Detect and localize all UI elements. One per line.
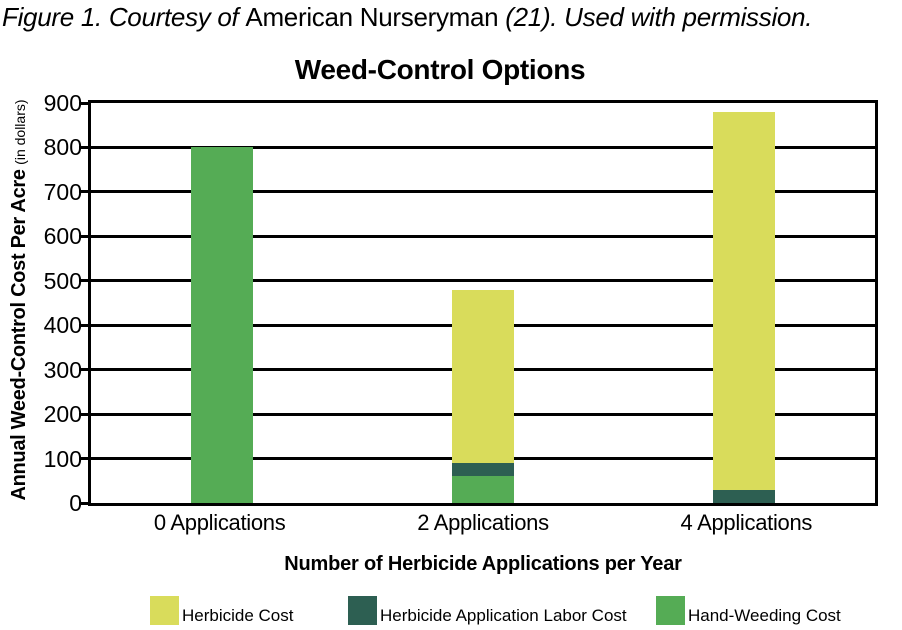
bar-segment-herbicide-cost: [713, 111, 776, 490]
caption-italic-end: (21). Used with permission.: [505, 2, 813, 32]
y-tick-mark-700: [79, 190, 88, 194]
y-axis-ticks: 0 100 200 300 400 500 600 700 800 900: [0, 92, 82, 515]
y-tick-mark-300: [79, 368, 88, 372]
y-tick-mark-0: [79, 501, 88, 505]
x-tick-label-0-applications: 0 Applications: [153, 510, 286, 535]
y-tick-label-400: 400: [43, 312, 82, 339]
plot-area: [79, 100, 878, 506]
bar-4-applications: [713, 111, 776, 503]
legend: Herbicide Cost Herbicide Application Labo…: [0, 596, 902, 630]
legend-label-herbicide-application-labor-cost: Herbicide Application Labor Cost: [380, 606, 627, 625]
y-tick-label-900: 900: [43, 90, 82, 116]
y-tick-mark-400: [79, 323, 88, 327]
gridline-600: [91, 234, 875, 238]
y-tick-label-300: 300: [43, 356, 82, 383]
y-tick-mark-200: [79, 412, 88, 416]
legend-item-hand-weeding-cost: Hand-Weeding Cost: [656, 596, 841, 625]
caption-italic-start: Figure 1. Courtesy of: [2, 2, 246, 32]
gridline-700: [91, 190, 875, 194]
y-tick-label-0: 0: [69, 490, 82, 516]
y-tick-mark-900: [79, 101, 88, 105]
x-axis-ticks: 0 Applications 2 Applications 4 Applicatio…: [88, 510, 878, 540]
legend-label-herbicide-cost: Herbicide Cost: [182, 606, 294, 625]
bar-0-applications: [190, 147, 253, 503]
bar-segment-hand-weeding-cost: [452, 476, 514, 503]
caption-upright: American Nurseryman: [245, 2, 506, 32]
y-tick-label-100: 100: [43, 445, 82, 472]
legend-swatch-herbicide-application-labor-cost: [348, 596, 377, 625]
bar-segment-herbicide-application-labor-cost: [713, 489, 776, 503]
bar-segment-hand-weeding-cost: [190, 147, 253, 503]
legend-label-hand-weeding-cost: Hand-Weeding Cost: [688, 606, 841, 625]
legend-item-herbicide-application-labor-cost: Herbicide Application Labor Cost: [348, 596, 627, 625]
y-tick-mark-800: [79, 145, 88, 149]
legend-swatch-herbicide-cost: [150, 596, 179, 625]
y-tick-label-500: 500: [43, 267, 82, 294]
bar-2-applications: [452, 289, 514, 503]
y-tick-label-200: 200: [43, 401, 82, 428]
bar-segment-herbicide-cost: [452, 289, 514, 464]
chart-title: Weed-Control Options: [294, 54, 586, 85]
y-tick-mark-500: [79, 279, 88, 283]
figure-caption: Figure 1. Courtesy of American Nurseryma…: [2, 2, 900, 33]
gridline-800: [91, 145, 875, 149]
y-tick-mark-600: [79, 234, 88, 238]
bar-segment-herbicide-application-labor-cost: [452, 463, 514, 477]
gridline-500: [91, 279, 875, 283]
x-axis-label: Number of Herbicide Applications per Yea…: [284, 553, 682, 575]
y-tick-label-800: 800: [43, 134, 82, 161]
y-tick-label-600: 600: [43, 223, 82, 250]
y-tick-label-700: 700: [43, 178, 82, 205]
x-tick-label-2-applications: 2 Applications: [417, 510, 549, 535]
legend-item-herbicide-cost: Herbicide Cost: [150, 596, 294, 625]
y-tick-mark-100: [79, 457, 88, 461]
legend-swatch-hand-weeding-cost: [656, 596, 685, 625]
x-tick-label-4-applications: 4 Applications: [680, 510, 813, 535]
